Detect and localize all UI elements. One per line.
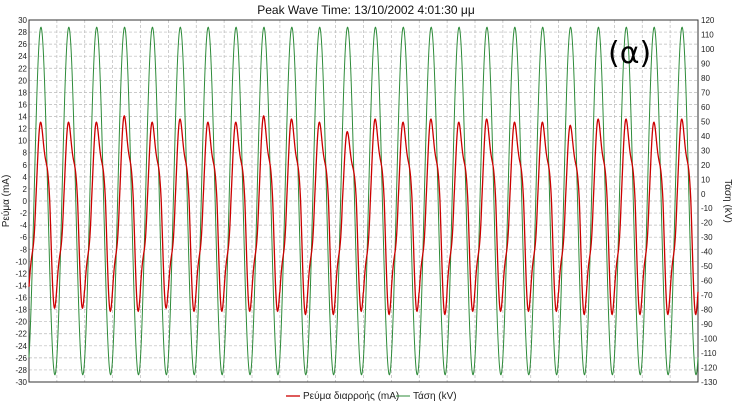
grid [29, 19, 698, 383]
right-tick-label: 50 [701, 117, 710, 126]
chart-title: Peak Wave Time: 13/10/2002 4:01:30 μμ [257, 3, 475, 17]
right-tick-label: -30 [701, 233, 713, 242]
right-tick-label: -40 [701, 248, 713, 257]
right-tick-label: -120 [701, 364, 718, 373]
left-tick-label: -14 [15, 281, 27, 290]
left-tick-label: 12 [18, 125, 27, 134]
left-tick-label: 6 [23, 161, 28, 170]
left-tick-label: -28 [15, 366, 27, 375]
left-tick-label: 30 [18, 16, 27, 25]
right-tick-label: -110 [701, 349, 717, 358]
left-tick-label: 0 [23, 197, 28, 206]
right-tick-label: 90 [701, 59, 710, 68]
right-tick-label: 100 [701, 45, 715, 54]
left-tick-label: 8 [23, 149, 28, 158]
left-tick-label: -10 [15, 257, 27, 266]
left-tick-label: -8 [20, 245, 28, 254]
left-tick-label: -26 [15, 354, 27, 363]
right-tick-label: 120 [701, 16, 715, 25]
right-tick-label: 110 [701, 30, 714, 39]
right-tick-label: -50 [701, 262, 713, 271]
right-tick-label: -70 [701, 291, 713, 300]
left-tick-label: -20 [15, 318, 27, 327]
left-tick-label: 16 [18, 100, 27, 109]
voltage-series-line [28, 26, 699, 376]
right-axis-ticks: 1201101009080706050403020100-10-20-30-40… [701, 16, 718, 387]
right-tick-label: 20 [701, 161, 710, 170]
left-tick-label: 14 [18, 113, 27, 122]
right-tick-label: 70 [701, 88, 710, 97]
right-tick-label: 0 [701, 190, 706, 199]
right-tick-label: -80 [701, 306, 713, 315]
legend-label-voltage: Τάση (kV) [413, 390, 457, 402]
right-tick-label: 10 [701, 175, 710, 184]
left-tick-label: -12 [15, 269, 27, 278]
right-tick-label: 30 [701, 146, 710, 155]
right-tick-label: 60 [701, 103, 710, 112]
left-tick-label: 24 [18, 52, 27, 61]
right-tick-label: 40 [701, 132, 710, 141]
right-tick-label: -60 [701, 277, 713, 286]
left-tick-label: -22 [15, 330, 27, 339]
right-tick-label: -130 [701, 378, 718, 387]
right-tick-label: -100 [701, 335, 718, 344]
plot-frame [28, 19, 699, 383]
left-tick-label: 18 [18, 88, 27, 97]
left-tick-label: 22 [18, 64, 27, 73]
left-tick-label: 4 [23, 173, 28, 182]
left-tick-label: -4 [20, 221, 28, 230]
left-axis-label: Ρεύμα (mA) [0, 175, 12, 228]
left-tick-label: 28 [18, 28, 27, 37]
legend: Ρεύμα διαρροής (mA) Τάση (kV) [286, 390, 457, 402]
right-tick-label: -20 [701, 219, 713, 228]
left-tick-label: 26 [18, 40, 27, 49]
left-tick-label: 2 [23, 185, 28, 194]
left-tick-label: -16 [15, 294, 27, 303]
right-tick-label: -90 [701, 320, 713, 329]
legend-label-current: Ρεύμα διαρροής (mA) [303, 390, 399, 402]
left-tick-label: -24 [15, 342, 27, 351]
right-axis-label: Τάση (kV) [722, 179, 732, 223]
left-tick-label: -18 [15, 306, 27, 315]
left-axis-ticks: 302826242220181614121086420-2-4-6-8-10-1… [15, 16, 27, 387]
left-tick-label: -2 [20, 209, 28, 218]
right-tick-label: 80 [701, 74, 710, 83]
left-tick-label: 10 [18, 137, 27, 146]
panel-label: (α) [608, 36, 651, 71]
left-tick-label: -6 [20, 233, 28, 242]
current-series-line [28, 115, 699, 316]
left-tick-label: -30 [15, 378, 27, 387]
left-tick-label: 20 [18, 76, 27, 85]
right-tick-label: -10 [701, 204, 713, 213]
